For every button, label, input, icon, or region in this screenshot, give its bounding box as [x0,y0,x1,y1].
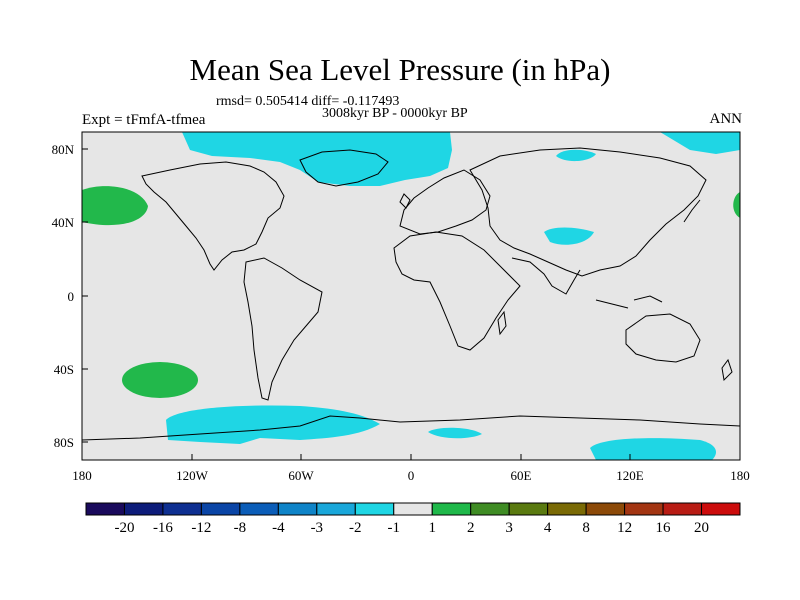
asia-coast [469,147,707,277]
lat-label-80n: 80N [51,142,74,157]
colorbar-swatch [547,502,587,516]
lat-label-80s: 80S [53,435,74,450]
colorbar-swatch [85,502,125,516]
colorbar-swatch [624,502,664,516]
southern-ocean-negative-anomaly [590,438,716,460]
lon-label-120e: 120E [616,468,644,483]
colorbar-swatch [662,502,703,516]
lat-label-40s: 40S [53,362,74,377]
colorbar-tick-label: 20 [694,520,710,536]
time-period: 3008kyr BP - 0000kyr BP [322,106,468,121]
lat-label-0: 0 [67,289,75,304]
australia-coast [625,313,701,363]
colorbar-tick-label: 3 [505,520,513,536]
lon-label-0: 0 [407,468,415,483]
europe-coast [399,169,491,235]
colorbar-tick-label: -8 [233,520,247,536]
lon-label-180e: 180 [730,468,750,483]
colorbar-swatch [431,502,472,516]
colorbar-tick-label: -2 [349,520,362,536]
tibet-negative-anomaly [544,227,594,245]
colorbar-tick-label: -12 [191,520,212,536]
colorbar-tick-label: -16 [152,520,173,536]
colorbar-swatch [316,502,356,516]
madagascar-coast [497,310,507,336]
new-zealand-coast [721,358,733,382]
colorbar-tick-label: 16 [655,520,671,536]
colorbar-tick-label: 1 [428,520,436,536]
lon-label-180w: 180 [72,468,92,483]
colorbar-swatch [239,502,279,516]
colorbar-swatch [162,502,202,516]
colorbar-swatch [277,502,318,516]
colorbar-tick-label: -3 [310,520,324,536]
north-pacific-arctic-negative-anomaly [660,132,740,154]
positive-anomaly-regions [82,186,740,398]
japan-coast [683,199,701,223]
negative-anomaly-regions [166,132,740,460]
uk-coast [399,193,411,209]
antarctic-negative-anomaly [166,405,380,444]
colorbar-tick-label: -4 [272,520,285,536]
colorbar-swatch [200,502,241,516]
lon-label-60w: 60W [288,468,314,483]
colorbar-swatch [393,502,433,516]
lon-label-60e: 60E [510,468,532,483]
colorbar-swatch [354,502,395,516]
south-pacific-positive-anomaly [122,362,198,398]
colorbar [85,502,741,516]
south-atlantic-negative-anomaly [428,427,482,439]
colorbar-tick-label: 2 [466,520,475,536]
colorbar-tick-label: -20 [114,520,135,536]
north-america-coast [141,161,285,271]
antarctica-coast [81,415,741,441]
indonesia-coast [595,295,663,309]
south-america-coast [243,257,323,401]
lon-label-120w: 120W [176,468,208,483]
arctic-negative-anomaly [182,132,452,186]
north-pacific-positive-anomaly [82,186,148,226]
experiment-label: Expt = tFmfA-tfmea [82,112,206,128]
siberia-negative-anomaly [556,149,596,162]
colorbar-swatch [701,502,741,516]
colorbar-swatch [585,502,626,516]
colorbar-tick-label: -1 [387,520,401,536]
colorbar-tick-label: 8 [582,520,590,536]
colorbar-tick-label: 4 [543,520,552,536]
colorbar-swatch [123,502,164,516]
lat-label-40n: 40N [51,215,74,230]
coastlines [81,147,741,441]
map-field-background [82,132,740,460]
north-pacific-east-positive-anomaly [733,192,740,218]
colorbar-tick-label: 12 [617,520,633,536]
south-asia-coast [511,257,581,295]
rmsd-diff-stats: rmsd= 0.505414 diff= -0.117493 [216,94,400,109]
axis-ticks [81,148,741,460]
colorbar-swatch [508,502,549,516]
greenland-coast [299,149,389,187]
africa-coast [393,231,521,351]
colorbar-swatch [470,502,510,516]
chart-title: Mean Sea Level Pressure (in hPa) [189,52,611,87]
season-label: ANN [709,111,743,127]
